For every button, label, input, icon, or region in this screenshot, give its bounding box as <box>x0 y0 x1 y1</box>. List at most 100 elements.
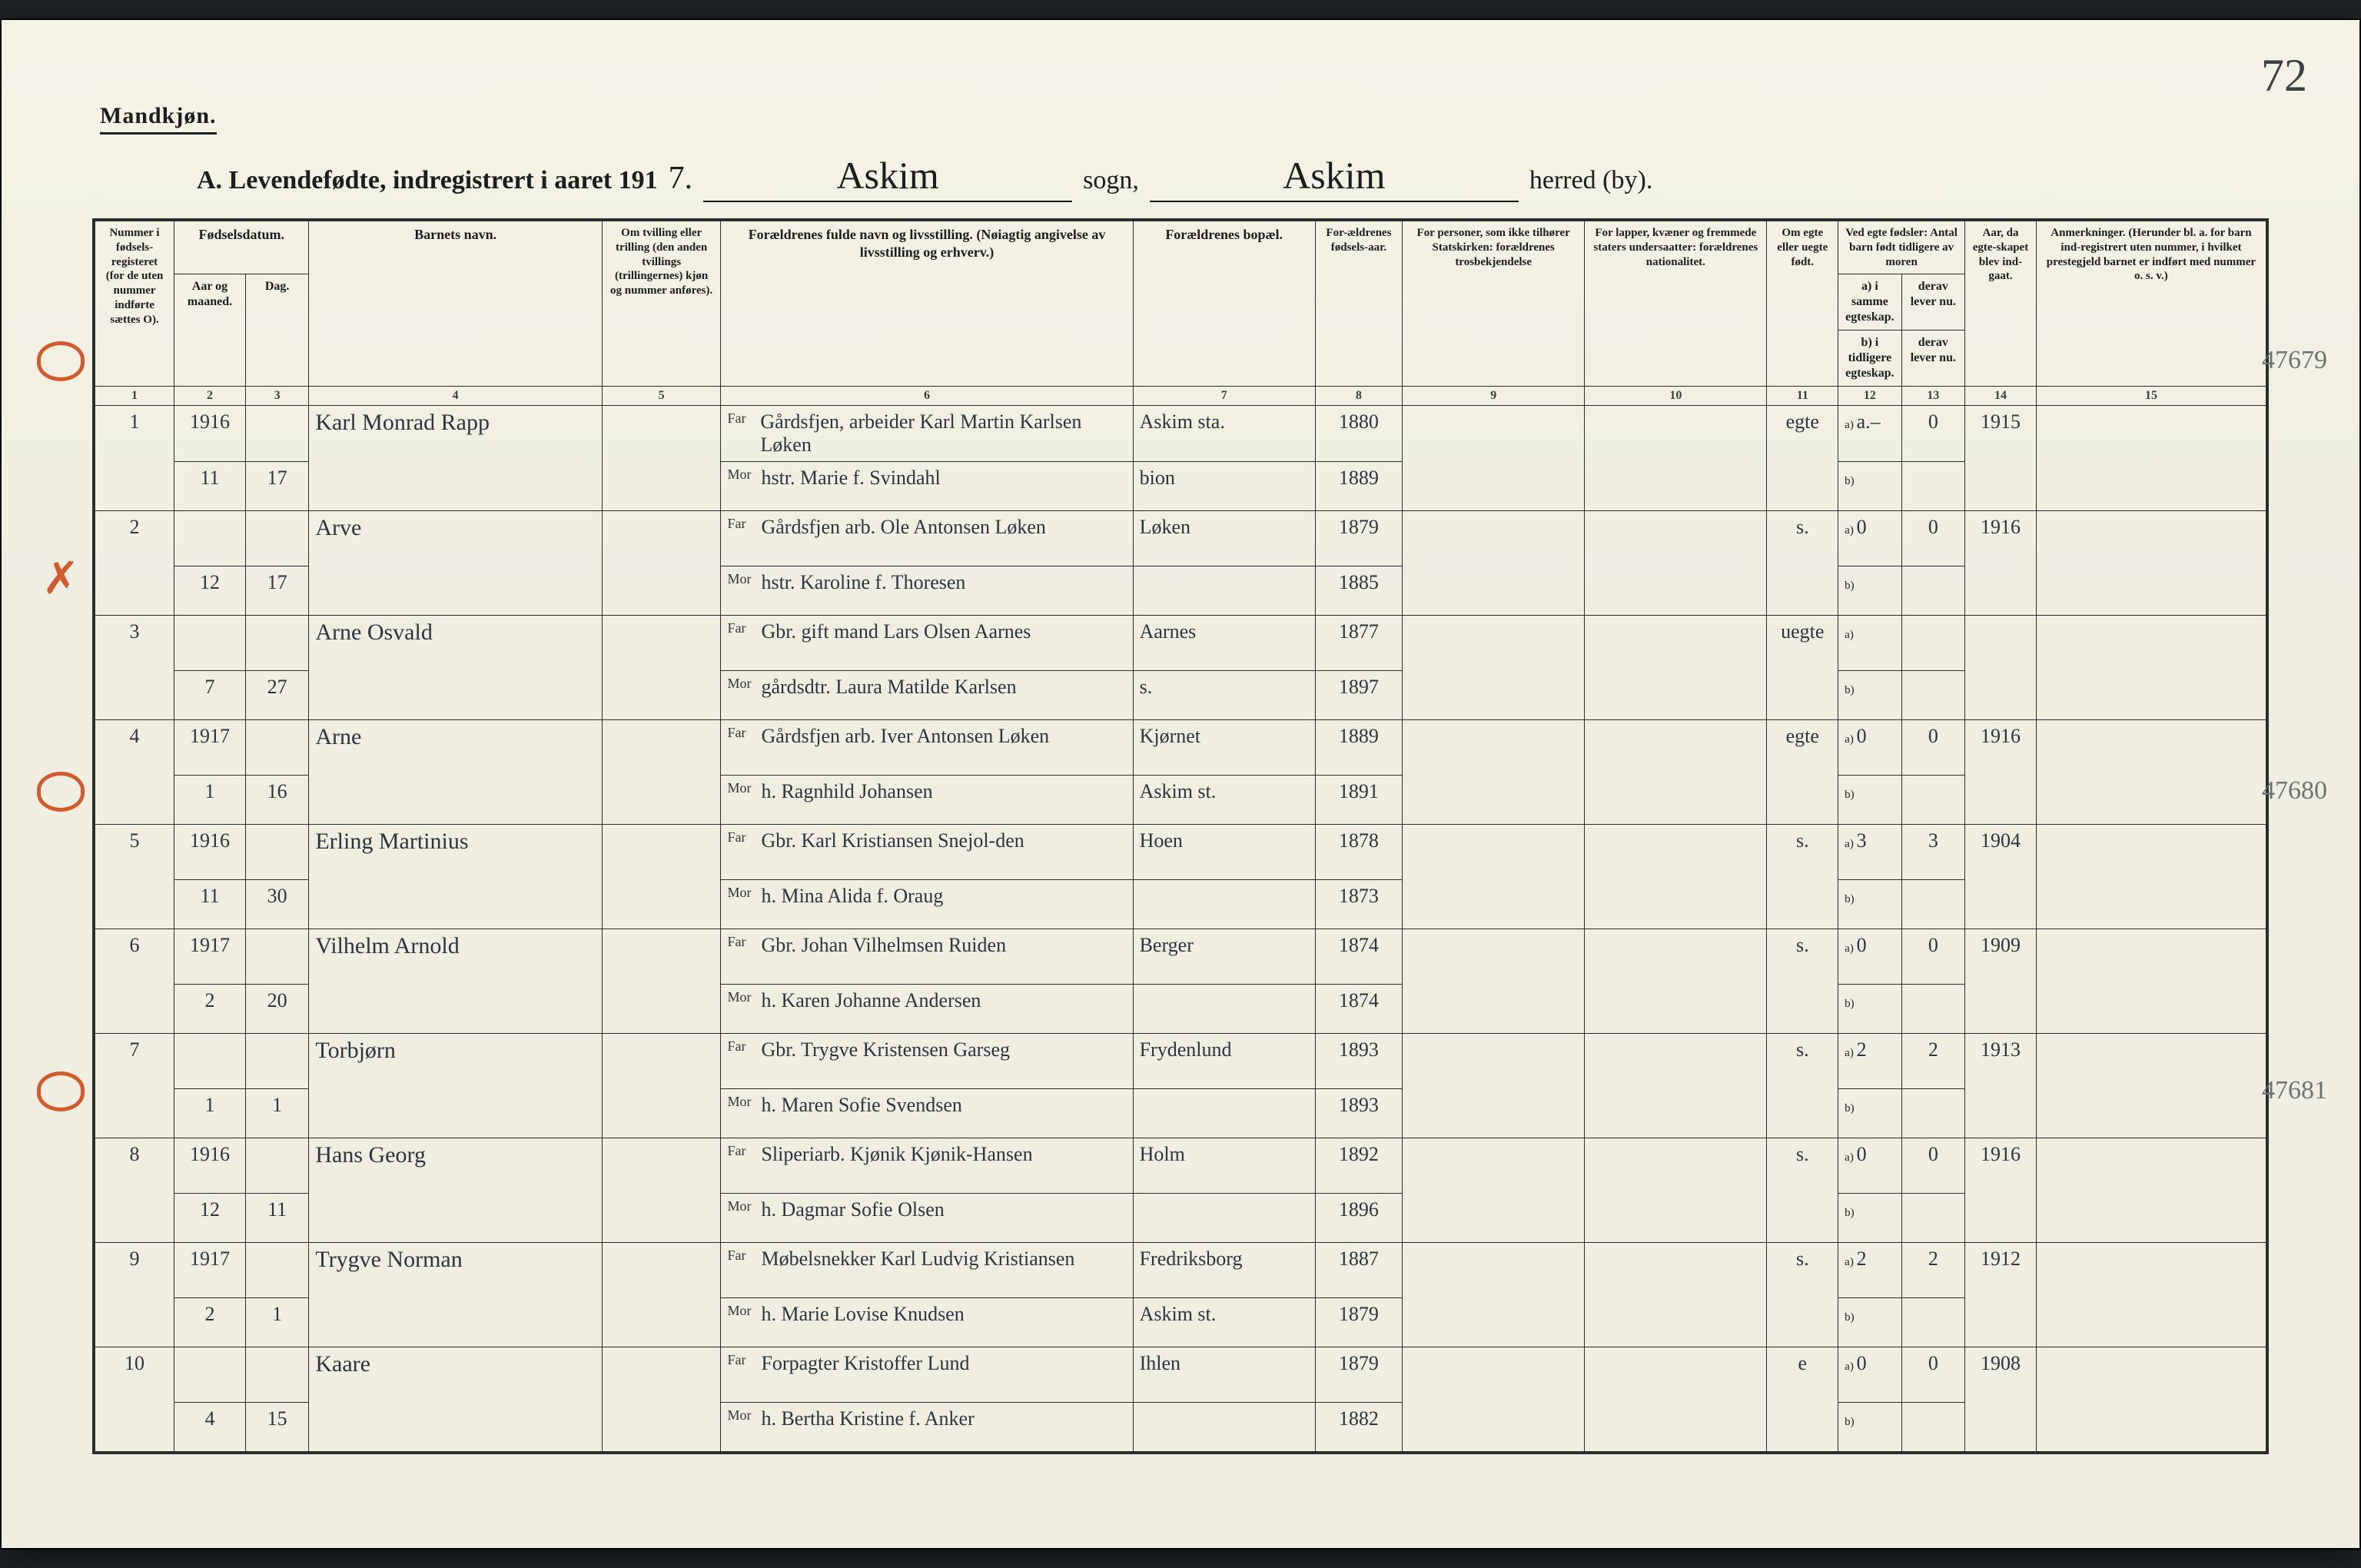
cell-anm <box>2036 616 2266 720</box>
cell-egte: s. <box>1767 1138 1838 1243</box>
cell-no: 6 <box>95 929 174 1034</box>
cell-dag-top <box>245 511 308 566</box>
cell-egte: egte <box>1767 720 1838 825</box>
colnum: 11 <box>1767 387 1838 406</box>
cell-b: b) <box>1838 776 1901 825</box>
cell-dag: 17 <box>245 566 308 616</box>
h-c10: For lapper, kvæner og fremmede staters u… <box>1585 221 1767 387</box>
cell-dag: 27 <box>245 671 308 720</box>
cell-bopel-far: Fredriksborg <box>1133 1243 1315 1298</box>
cell-mor: Morh. Maren Sofie Svendsen <box>721 1089 1133 1138</box>
cell-tros <box>1403 929 1585 1034</box>
cell-bopel-far: Holm <box>1133 1138 1315 1194</box>
cell-bopel-far: Hoen <box>1133 825 1315 880</box>
cell-dag: 11 <box>245 1194 308 1243</box>
margin-circle-mark <box>35 341 86 385</box>
cell-a: a) 0 <box>1838 929 1901 985</box>
sogn-label: sogn, <box>1083 166 1139 195</box>
cell-egteskap-aar: 1916 <box>1965 1138 2037 1243</box>
cell-bopel-mor: s. <box>1133 671 1315 720</box>
cell-b: b) <box>1838 1194 1901 1243</box>
cell-fb-mor: 1889 <box>1315 462 1402 511</box>
archive-number: 47679 <box>2262 346 2327 375</box>
cell-aar: 12 <box>174 1194 246 1243</box>
cell-b: b) <box>1838 1089 1901 1138</box>
cell-anm <box>2036 1034 2266 1138</box>
cell-fb-far: 1878 <box>1315 825 1402 880</box>
register-table: Nummer i fødsels-registeret (for de uten… <box>95 221 2266 1452</box>
cell-mor: Morhstr. Karoline f. Thoresen <box>721 566 1133 616</box>
cell-aar: 12 <box>174 566 246 616</box>
cell-bopel-mor <box>1133 880 1315 929</box>
cell-fb-far: 1879 <box>1315 1347 1402 1403</box>
cell-far: FarSliperiarb. Kjønik Kjønik-Hansen <box>721 1138 1133 1194</box>
colnum: 6 <box>721 387 1133 406</box>
cell-lever-a: 0 <box>1901 511 1964 566</box>
colnum: 8 <box>1315 387 1402 406</box>
cell-dag: 30 <box>245 880 308 929</box>
cell-aar: 2 <box>174 1298 246 1347</box>
h-c2b: Dag. <box>245 274 308 387</box>
cell-no: 4 <box>95 720 174 825</box>
cell-anm <box>2036 406 2266 511</box>
cell-year-top: 1916 <box>174 1138 246 1194</box>
cell-bopel-far: Ihlen <box>1133 1347 1315 1403</box>
cell-lever-a: 2 <box>1901 1034 1964 1089</box>
margin-x-mark: ✗ <box>35 556 86 601</box>
cell-fb-far: 1880 <box>1315 406 1402 462</box>
cell-a: a) 3 <box>1838 825 1901 880</box>
cell-dag: 1 <box>245 1298 308 1347</box>
cell-lever-a: 2 <box>1901 1243 1964 1298</box>
title-prefix: A. Levendefødte, indregistrert i aaret 1… <box>197 166 658 195</box>
cell-nat <box>1585 616 1767 720</box>
cell-nat <box>1585 511 1767 616</box>
register-sheet: 72 Mandkjøn. A. Levendefødte, indregistr… <box>0 18 2361 1550</box>
cell-egteskap-aar: 1908 <box>1965 1347 2037 1452</box>
cell-bopel-mor <box>1133 1089 1315 1138</box>
cell-b: b) <box>1838 566 1901 616</box>
cell-dag: 16 <box>245 776 308 825</box>
cell-lever-b <box>1901 880 1964 929</box>
cell-bopel-far: Løken <box>1133 511 1315 566</box>
colnum: 15 <box>2036 387 2266 406</box>
cell-lever-a: 0 <box>1901 1138 1964 1194</box>
cell-aar: 7 <box>174 671 246 720</box>
cell-fb-mor: 1897 <box>1315 671 1402 720</box>
cell-tros <box>1403 825 1585 929</box>
cell-dag-top <box>245 1034 308 1089</box>
cell-egte: s. <box>1767 511 1838 616</box>
cell-fb-mor: 1885 <box>1315 566 1402 616</box>
cell-egte: s. <box>1767 1243 1838 1347</box>
cell-b: b) <box>1838 1298 1901 1347</box>
cell-fb-far: 1879 <box>1315 511 1402 566</box>
page-number: 72 <box>2261 49 2307 102</box>
cell-fb-mor: 1873 <box>1315 880 1402 929</box>
cell-bopel-mor <box>1133 566 1315 616</box>
h-c5: Om tvilling eller trilling (den anden tv… <box>602 221 721 387</box>
cell-far: FarForpagter Kristoffer Lund <box>721 1347 1133 1403</box>
cell-egteskap-aar: 1912 <box>1965 1243 2037 1347</box>
cell-lever-b <box>1901 1194 1964 1243</box>
cell-far: FarGbr. gift mand Lars Olsen Aarnes <box>721 616 1133 671</box>
cell-tros <box>1403 406 1585 511</box>
title-line: A. Levendefødte, indregistrert i aaret 1… <box>197 153 2164 202</box>
cell-bopel-mor <box>1133 985 1315 1034</box>
colnum: 14 <box>1965 387 2037 406</box>
table-row: 2ArveFarGårdsfjen arb. Ole Antonsen Løke… <box>95 511 2266 566</box>
cell-no: 7 <box>95 1034 174 1138</box>
cell-nat <box>1585 1347 1767 1452</box>
cell-far: FarGårdsfjen arb. Iver Antonsen Løken <box>721 720 1133 776</box>
cell-dag-top <box>245 1243 308 1298</box>
cell-nat <box>1585 406 1767 511</box>
cell-a: a) 0 <box>1838 1347 1901 1403</box>
cell-dag-top <box>245 929 308 985</box>
cell-twin <box>602 1138 721 1243</box>
cell-egte: egte <box>1767 406 1838 511</box>
cell-anm <box>2036 511 2266 616</box>
cell-far: FarMøbelsnekker Karl Ludvig Kristiansen <box>721 1243 1133 1298</box>
cell-fb-mor: 1896 <box>1315 1194 1402 1243</box>
cell-nat <box>1585 929 1767 1034</box>
cell-name: Vilhelm Arnold <box>309 929 602 1034</box>
cell-egte: s. <box>1767 1034 1838 1138</box>
cell-dag-top <box>245 825 308 880</box>
